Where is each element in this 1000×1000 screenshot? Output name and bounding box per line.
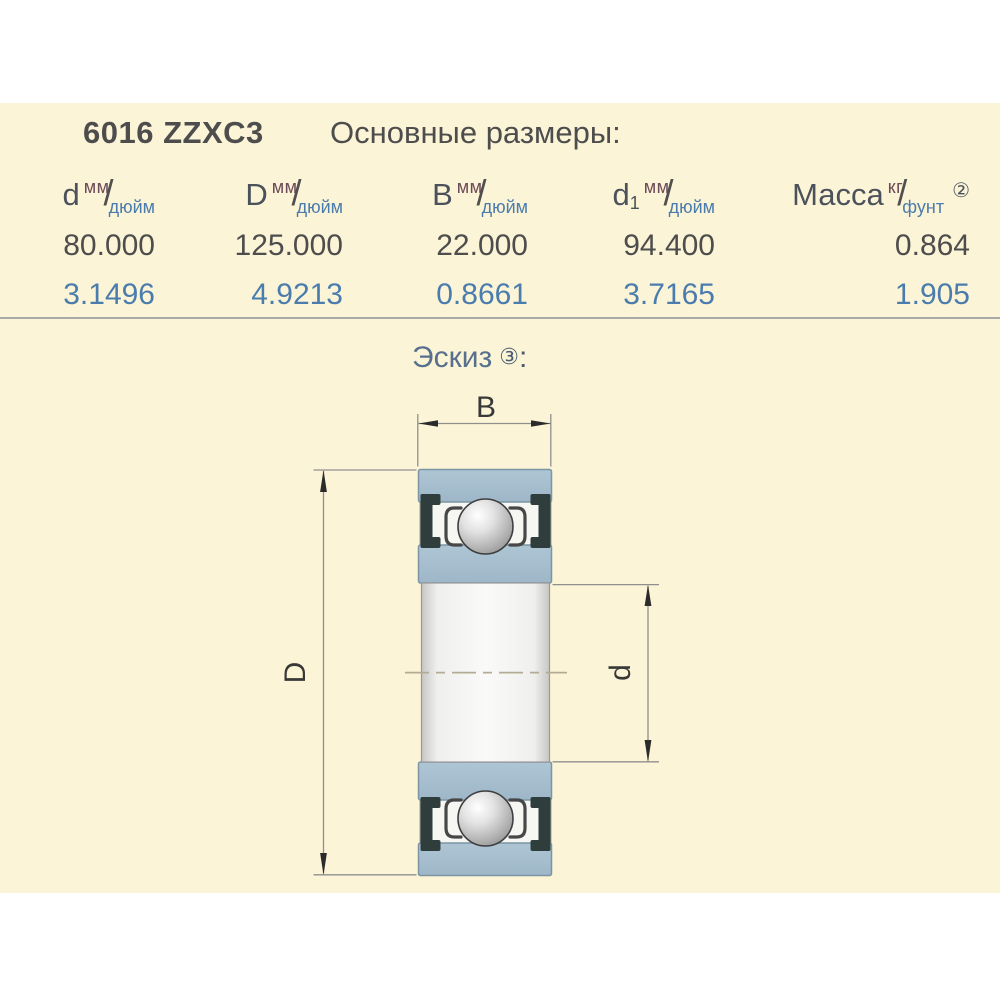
unit-inch: дюйм [668, 197, 715, 217]
sketch-title-colon: : [518, 341, 528, 374]
footnote-marker-2: ② [952, 178, 970, 202]
unit-mm: мм [456, 177, 483, 197]
dim-B: B [417, 391, 552, 467]
unit-inch: дюйм [296, 197, 343, 217]
footnote-marker-3: ③ [499, 345, 519, 370]
dim-symbol: D [245, 177, 268, 212]
dim-d-arrow-bottom [644, 740, 652, 762]
unit-kg: кг [887, 177, 904, 197]
value-D-inch: 4.9213 [251, 278, 343, 311]
cage-bottom-right [508, 798, 527, 839]
dim-d-lines [552, 583, 659, 763]
unit-mm: мм [643, 177, 670, 197]
value-d1-inch: 3.7165 [623, 278, 715, 311]
unit-inch: дюйм [481, 197, 528, 217]
dim-symbol: Масса [792, 177, 884, 212]
col-header-d1: d1мм/дюйм [612, 172, 715, 217]
cage-bottom-left [444, 798, 463, 839]
dim-d-arrow-top [644, 584, 652, 606]
dim-D-arrow-top [320, 470, 327, 492]
separator-line [0, 317, 1000, 319]
ball-bottom [457, 790, 514, 847]
value-d-inch: 3.1496 [63, 278, 155, 311]
shield-top-right [530, 494, 551, 548]
unit-slash: / [291, 172, 302, 213]
dim-symbol: B [432, 177, 453, 212]
cage-profiles [444, 506, 527, 839]
unit-slash: / [897, 172, 908, 213]
section-title: Основные размеры: [330, 115, 621, 150]
value-B-mm: 22.000 [436, 229, 528, 262]
value-mass-kg: 0.864 [894, 229, 970, 262]
dim-d: d [552, 583, 659, 763]
col-header-d: d мм/дюйм [62, 172, 155, 217]
unit-lb: фунт [902, 197, 945, 217]
unit-inch: дюйм [108, 197, 155, 217]
sketch-section-title: Эскиз ③: [412, 343, 527, 373]
value-mass-lb: 1.905 [894, 278, 970, 311]
value-D-mm: 125.000 [234, 229, 343, 262]
dim-label-B: B [476, 391, 496, 424]
sketch-title-text: Эскиз [412, 341, 493, 374]
unit-mm: мм [271, 177, 298, 197]
dim-D-arrow-bottom [320, 853, 327, 875]
dim-D-lines [313, 469, 417, 876]
dim-symbol-subscript: 1 [629, 193, 640, 213]
ball-top [457, 498, 514, 555]
value-B-inch: 0.8661 [436, 278, 528, 311]
shield-bottom-right [530, 797, 551, 851]
col-header-mass: Масса кг/фунт ② [792, 172, 970, 217]
cage-top-left [444, 506, 463, 547]
cage-top-right [508, 506, 527, 547]
unit-slash: / [103, 172, 114, 213]
shield-bottom-left [420, 797, 441, 851]
unit-slash: / [663, 172, 674, 213]
dim-label-d: d [604, 664, 637, 681]
dim-label-D: D [279, 662, 312, 684]
dim-symbol: d [62, 177, 80, 212]
dim-symbol: d [612, 177, 630, 212]
value-d-mm: 80.000 [63, 229, 155, 262]
unit-slash: / [476, 172, 487, 213]
unit-mm: мм [83, 177, 110, 197]
dim-B-lines [417, 414, 552, 467]
value-d1-mm: 94.400 [623, 229, 715, 262]
part-number: 6016 ZZXC3 [83, 115, 264, 150]
dim-B-arrow-left [418, 420, 438, 427]
dim-D: D [279, 469, 417, 876]
dim-B-arrow-right [531, 420, 551, 427]
shield-top-left [420, 494, 441, 548]
